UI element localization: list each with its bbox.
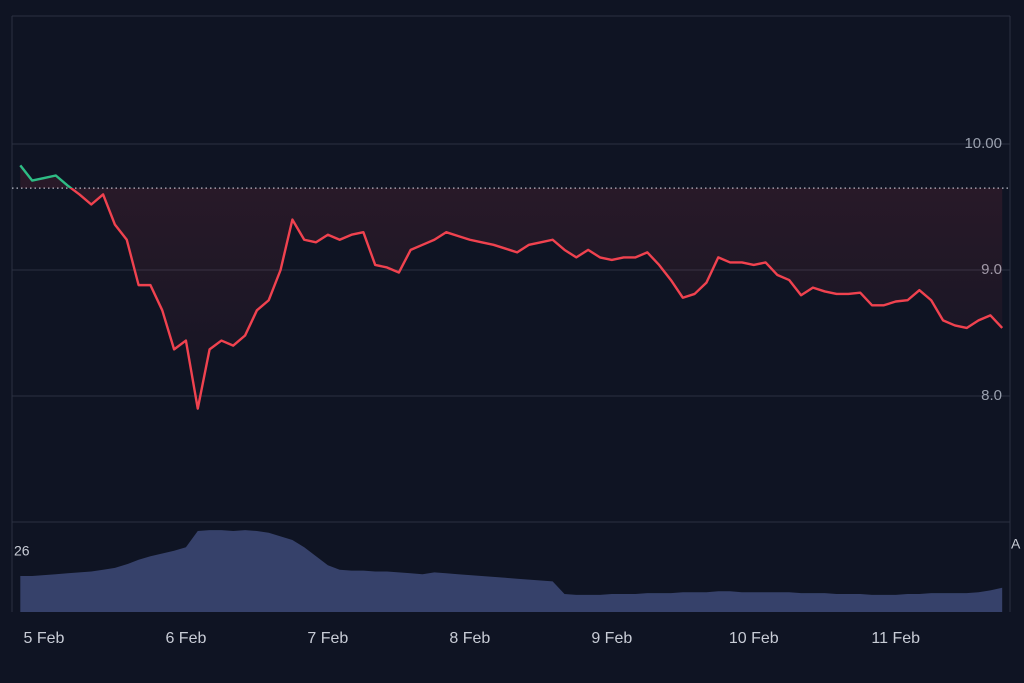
x-tick-label: 11 Feb: [871, 630, 920, 647]
x-tick-label: 5 Feb: [23, 630, 64, 647]
x-tick-label: 8 Feb: [449, 630, 490, 647]
x-tick-label: 9 Feb: [591, 630, 632, 647]
x-tick-label: 7 Feb: [307, 630, 348, 647]
y-tick-label: 8.0: [981, 387, 1002, 404]
y-tick-label: 10.00: [964, 135, 1002, 152]
price-line: [19, 164, 1004, 410]
annotation: A: [1011, 536, 1021, 552]
volume-area: [20, 530, 1003, 612]
area-fill: [20, 165, 1003, 409]
annotation: 26: [14, 543, 30, 559]
x-tick-label: 6 Feb: [165, 630, 206, 647]
x-tick-label: 10 Feb: [729, 630, 779, 647]
